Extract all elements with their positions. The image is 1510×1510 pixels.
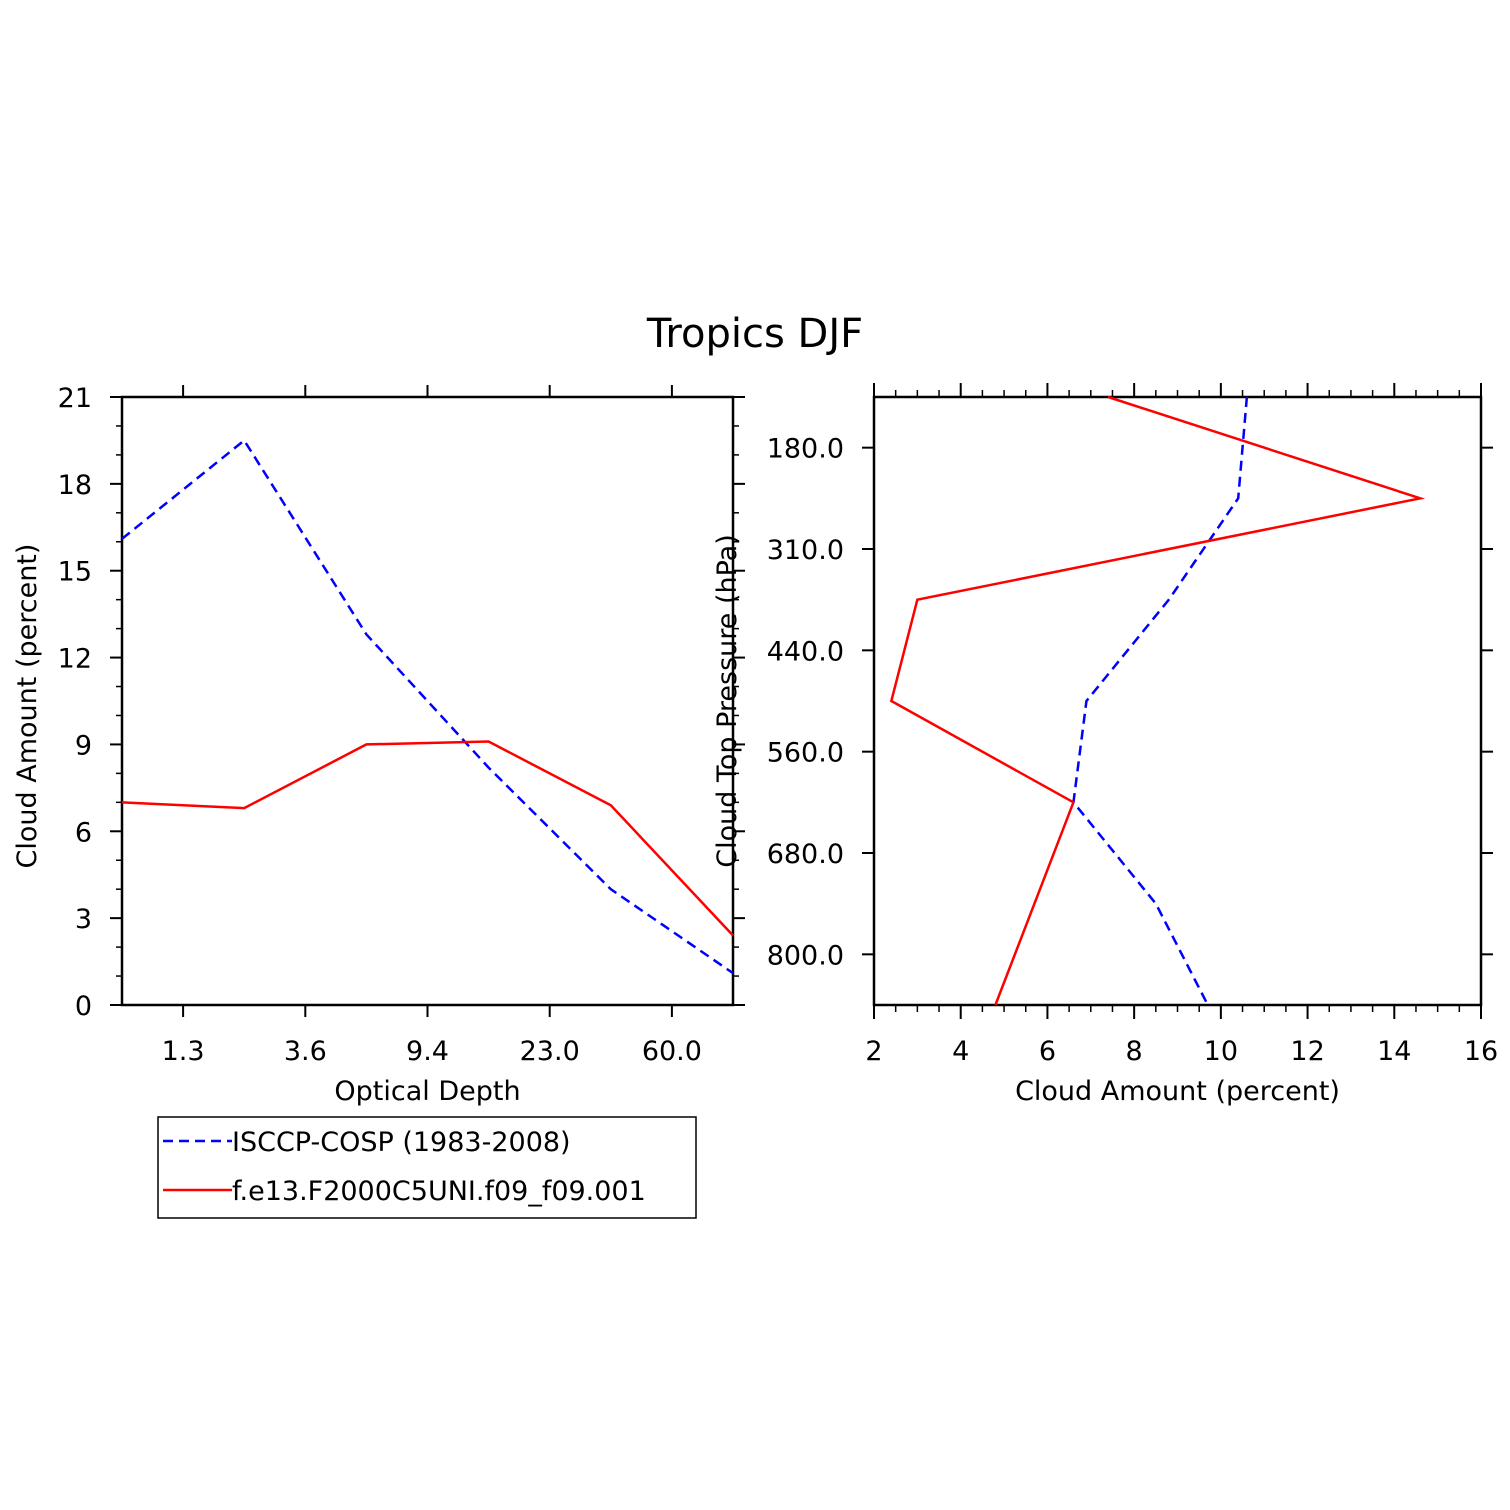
right-y-tick-label: 310.0 [767, 535, 844, 566]
left-y-tick-label: 3 [75, 904, 92, 935]
left-y-tick-label: 6 [75, 817, 92, 848]
left-y-tick-label: 18 [58, 470, 92, 501]
left-y-axis-title: Cloud Amount (percent) [12, 544, 43, 869]
right-x-tick-label: 6 [1039, 1036, 1056, 1067]
left-y-tick-label: 9 [75, 730, 92, 761]
left-x-tick-label: 23.0 [520, 1036, 580, 1067]
right-y-tick-label: 180.0 [767, 434, 844, 465]
right-y-tick-label: 440.0 [767, 636, 844, 667]
right-x-tick-label: 2 [865, 1036, 882, 1067]
optical-depth-panel: 0 3 6 9 12 15 18 21 1.3 3.6 9.4 23.0 60.0 Optical Dep… [12, 383, 745, 1107]
left-x-tick-label: 3.6 [284, 1036, 327, 1067]
left-y-tick-label: 12 [58, 644, 92, 675]
left-x-tick-label: 9.4 [406, 1036, 449, 1067]
right-x-tick-label: 16 [1464, 1036, 1498, 1067]
right-series-isccp-line [1072, 396, 1249, 1006]
right-x-tick-label: 14 [1377, 1036, 1411, 1067]
legend-label-model: f.e13.F2000C5UNI.f09_f09.001 [232, 1176, 646, 1207]
left-y-tick-label: 0 [75, 991, 92, 1022]
right-y-tick-label: 560.0 [767, 738, 844, 769]
figure-title: Tropics DJF [646, 311, 863, 357]
left-x-tick-label: 60.0 [642, 1036, 702, 1067]
legend-box [157, 1116, 697, 1219]
pressure-panel: 2 4 6 8 10 12 14 16 180.0 310.0 440.0 560.0 680.0 800… [712, 383, 1498, 1107]
right-x-axis-title: Cloud Amount (percent) [1015, 1076, 1340, 1107]
right-y-tick-label: 680.0 [767, 839, 844, 870]
right-x-tick-label: 4 [952, 1036, 969, 1067]
right-x-tick-label: 10 [1204, 1036, 1238, 1067]
right-y-tick-label: 800.0 [767, 940, 844, 971]
left-series-model-line [121, 740, 734, 937]
left-y-tick-label: 21 [58, 383, 92, 414]
left-y-tick-label: 15 [58, 557, 92, 588]
legend-label-isccp: ISCCP-COSP (1983-2008) [232, 1127, 571, 1158]
right-y-axis-title: Cloud Top Pressure (hPa) [712, 534, 743, 868]
left-plot-frame [120, 395, 735, 1007]
left-x-tick-label: 1.3 [162, 1036, 205, 1067]
left-series-isccp-line [121, 438, 734, 975]
left-x-axis-title: Optical Depth [334, 1076, 520, 1107]
right-x-tick-label: 12 [1290, 1036, 1324, 1067]
legend: ISCCP-COSP (1983-2008) f.e13.F2000C5UNI.… [157, 1116, 697, 1219]
right-x-tick-label: 8 [1126, 1036, 1143, 1067]
right-series-model-line [889, 395, 1426, 1006]
